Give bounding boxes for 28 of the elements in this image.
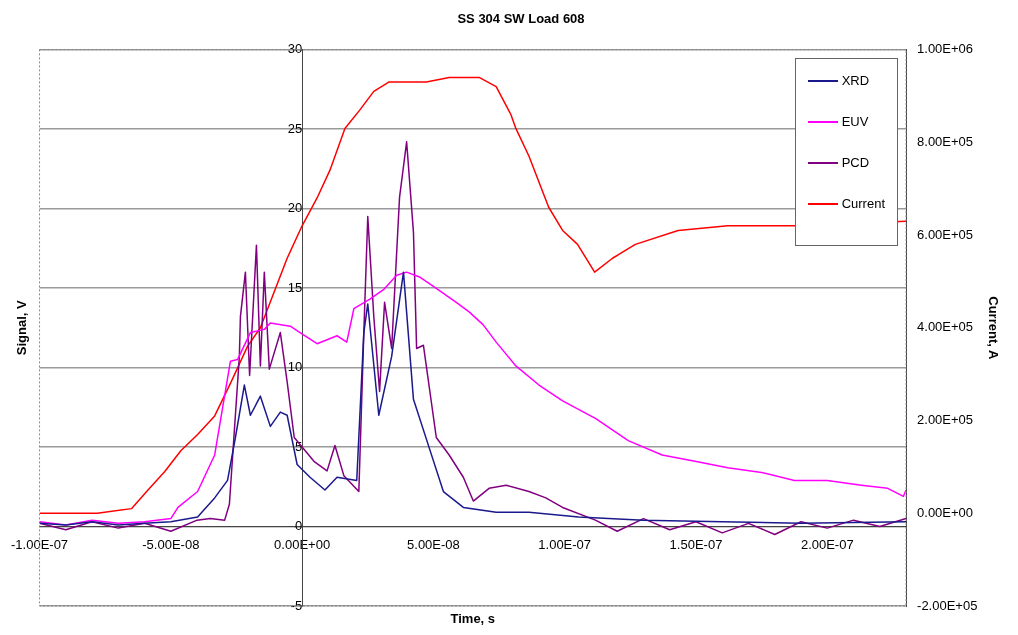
y-tick-label: 10 xyxy=(287,359,303,375)
chart-title: SS 304 SW Load 608 xyxy=(457,11,585,27)
legend-label: Current xyxy=(841,196,885,211)
y2-tick-label: 4.00E+05 xyxy=(917,319,974,335)
x-tick-label: 1.50E-07 xyxy=(669,536,723,552)
y-tick-label: 5 xyxy=(294,438,303,454)
legend-label: XRD xyxy=(841,73,870,88)
y-tick-label: 25 xyxy=(287,120,303,136)
y-tick-label: 20 xyxy=(287,200,303,216)
y-tick-label: -5 xyxy=(290,597,303,613)
x-tick-label: -5.00E-08 xyxy=(142,536,200,552)
legend-label: PCD xyxy=(841,155,870,170)
x-tick-label: 1.00E-07 xyxy=(538,536,592,552)
legend-label: EUV xyxy=(841,114,869,129)
y-tick-label: 15 xyxy=(287,279,303,295)
y2-tick-label: 2.00E+05 xyxy=(917,412,974,428)
x-tick-label: 5.00E-08 xyxy=(407,536,460,552)
y2-tick-label: 6.00E+05 xyxy=(917,226,974,242)
y2-tick-label: 0.00E+00 xyxy=(917,504,974,520)
y-tick-label: 30 xyxy=(287,41,303,57)
x-axis-title: Time, s xyxy=(450,611,496,627)
x-tick-label: 2.00E-07 xyxy=(800,536,854,552)
y-axis-title: Signal, V xyxy=(13,300,29,356)
x-tick-label: -1.00E-07 xyxy=(11,536,69,552)
y2-axis-title: Current, A xyxy=(985,296,1001,360)
y2-tick-label: 8.00E+05 xyxy=(917,133,974,149)
y2-tick-label: -2.00E+05 xyxy=(917,597,978,613)
y2-tick-label: 1.00E+06 xyxy=(917,41,974,57)
